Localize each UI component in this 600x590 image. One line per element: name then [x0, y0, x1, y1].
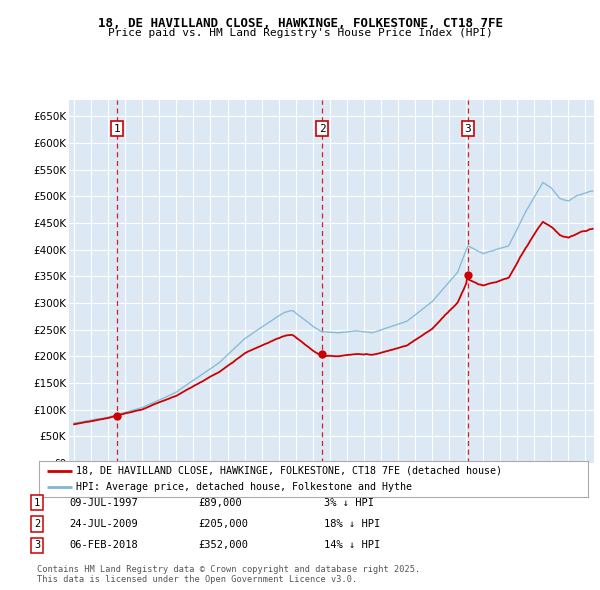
Text: 2: 2: [319, 123, 326, 133]
Text: 18, DE HAVILLAND CLOSE, HAWKINGE, FOLKESTONE, CT18 7FE (detached house): 18, DE HAVILLAND CLOSE, HAWKINGE, FOLKES…: [76, 466, 502, 476]
Text: 09-JUL-1997: 09-JUL-1997: [69, 498, 138, 507]
Text: 14% ↓ HPI: 14% ↓ HPI: [324, 540, 380, 550]
Text: Contains HM Land Registry data © Crown copyright and database right 2025.
This d: Contains HM Land Registry data © Crown c…: [37, 565, 421, 584]
Text: 3: 3: [34, 540, 40, 550]
Text: HPI: Average price, detached house, Folkestone and Hythe: HPI: Average price, detached house, Folk…: [76, 482, 412, 492]
Text: 18% ↓ HPI: 18% ↓ HPI: [324, 519, 380, 529]
Text: 2: 2: [34, 519, 40, 529]
Text: £352,000: £352,000: [198, 540, 248, 550]
Text: 06-FEB-2018: 06-FEB-2018: [69, 540, 138, 550]
Text: 1: 1: [114, 123, 121, 133]
Text: 3: 3: [464, 123, 471, 133]
Text: 1: 1: [34, 498, 40, 507]
Text: 18, DE HAVILLAND CLOSE, HAWKINGE, FOLKESTONE, CT18 7FE: 18, DE HAVILLAND CLOSE, HAWKINGE, FOLKES…: [97, 17, 503, 30]
Text: 3% ↓ HPI: 3% ↓ HPI: [324, 498, 374, 507]
Text: £205,000: £205,000: [198, 519, 248, 529]
Text: £89,000: £89,000: [198, 498, 242, 507]
Text: Price paid vs. HM Land Registry's House Price Index (HPI): Price paid vs. HM Land Registry's House …: [107, 28, 493, 38]
Text: 24-JUL-2009: 24-JUL-2009: [69, 519, 138, 529]
